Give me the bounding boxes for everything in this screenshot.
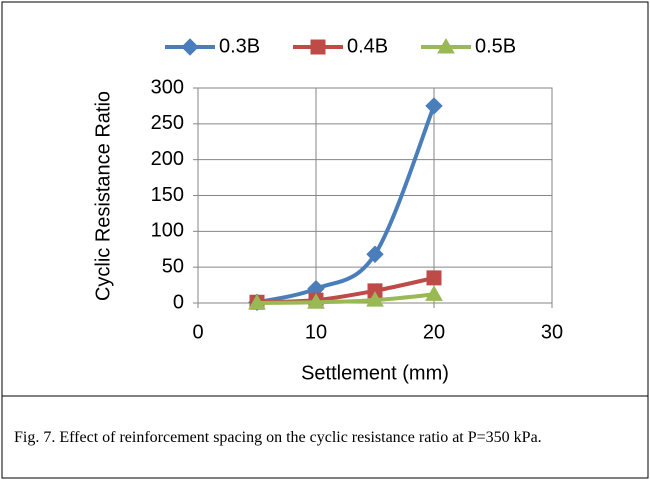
data-point xyxy=(248,293,266,310)
legend-label: 0.5B xyxy=(475,35,516,57)
x-axis-label: Settlement (mm) xyxy=(301,362,449,384)
x-tick-label: 20 xyxy=(423,321,445,343)
x-tick-label: 10 xyxy=(305,321,327,343)
data-point xyxy=(366,245,384,263)
data-point xyxy=(425,97,443,115)
y-tick-label: 300 xyxy=(151,76,184,98)
y-tick-label: 150 xyxy=(151,184,184,206)
x-tick-label: 0 xyxy=(192,321,203,343)
y-tick-label: 50 xyxy=(162,255,184,277)
legend-marker xyxy=(181,38,199,56)
series-line xyxy=(256,105,436,305)
data-point xyxy=(366,291,384,307)
data-point xyxy=(426,270,442,286)
legend-marker xyxy=(310,39,326,55)
y-tick-label: 100 xyxy=(151,220,184,242)
data-point xyxy=(307,293,325,309)
caption: Fig. 7. Effect of reinforcement spacing … xyxy=(14,429,542,446)
legend-label: 0.4B xyxy=(347,35,388,57)
data-point xyxy=(425,285,443,301)
y-axis-label: Cyclic Resistance Ratio xyxy=(92,91,114,301)
x-tick-label: 30 xyxy=(541,321,563,343)
series-line xyxy=(256,292,435,305)
y-tick-label: 0 xyxy=(173,291,184,313)
y-tick-label: 250 xyxy=(151,112,184,134)
legend-label: 0.3B xyxy=(219,35,260,57)
y-tick-label: 200 xyxy=(151,148,184,170)
legend-marker xyxy=(437,37,455,54)
